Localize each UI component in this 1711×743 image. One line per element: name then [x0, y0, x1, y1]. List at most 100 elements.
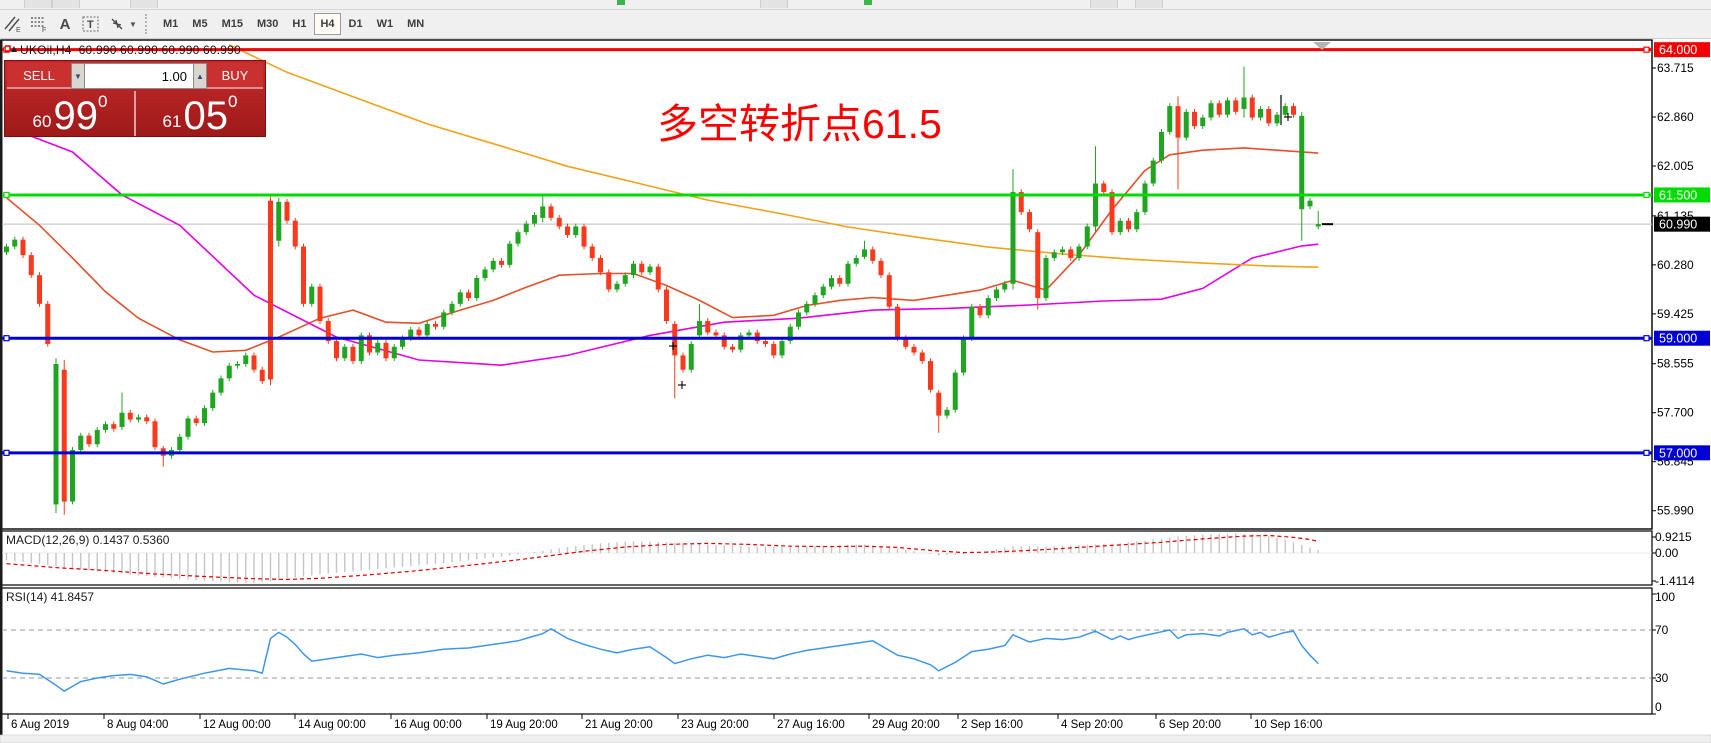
svg-text:30: 30: [1655, 671, 1669, 685]
svg-text:0.00: 0.00: [1655, 546, 1679, 560]
price-divider: [134, 91, 136, 136]
tab-timeframe-W1[interactable]: W1: [371, 13, 400, 35]
cropped-button: [24, 0, 52, 8]
svg-text:6 Aug 2019: 6 Aug 2019: [11, 719, 69, 731]
chart-title: UKOil,H4 60.990 60.990 60.990 60.990: [20, 43, 241, 57]
svg-text:8 Aug 04:00: 8 Aug 04:00: [107, 719, 168, 731]
price-axis: 63.71562.86062.00561.13560.28059.42558.5…: [1652, 42, 1710, 518]
svg-text:58.555: 58.555: [1657, 357, 1694, 371]
dropdown-caret-icon: ▼: [129, 19, 137, 29]
svg-text:59.000: 59.000: [1659, 332, 1697, 346]
chart-annotations: [669, 42, 1333, 389]
tab-timeframe-H1[interactable]: H1: [286, 13, 312, 35]
volume-input[interactable]: [85, 63, 193, 89]
level-lines: [2, 46, 1652, 456]
svg-text:59.425: 59.425: [1657, 307, 1694, 321]
svg-text:57.700: 57.700: [1657, 406, 1694, 420]
svg-text:70: 70: [1655, 623, 1669, 637]
svg-text:100: 100: [1655, 590, 1675, 604]
fibonacci-tool-button[interactable]: F: [26, 12, 52, 36]
ma-slow-line: [228, 44, 1319, 268]
svg-text:21 Aug 20:00: 21 Aug 20:00: [585, 719, 653, 731]
pane-borders: [0, 39, 1711, 743]
cropped-icon-fragment: [864, 0, 872, 5]
arrow-tools-button[interactable]: ▼: [104, 12, 142, 36]
svg-text:0.9215: 0.9215: [1655, 530, 1692, 544]
order-entry-row: SELL ▼ ▲ BUY: [7, 63, 263, 89]
cropped-button: [1090, 0, 1118, 8]
chart-annotation-text: 多空转折点61.5: [657, 101, 942, 147]
ma-medium-line: [6, 125, 1319, 367]
svg-text:4 Sep 20:00: 4 Sep 20:00: [1061, 719, 1123, 731]
svg-text:19 Aug 20:00: 19 Aug 20:00: [490, 719, 558, 731]
tab-timeframe-H4[interactable]: H4: [314, 13, 341, 35]
svg-text:2 Sep 16:00: 2 Sep 16:00: [961, 719, 1023, 731]
text-tool-icon: A: [59, 15, 71, 33]
buy-price-point: 0: [227, 92, 238, 111]
svg-text:14 Aug 00:00: 14 Aug 00:00: [298, 719, 366, 731]
top-cropped-toolbar: [0, 0, 1711, 10]
svg-text:62.005: 62.005: [1657, 159, 1694, 173]
svg-text:-1.4114: -1.4114: [1655, 574, 1695, 588]
svg-text:T: T: [87, 19, 94, 31]
tab-timeframe-D1[interactable]: D1: [343, 13, 369, 35]
buy-price-display[interactable]: 61 05 0: [137, 91, 263, 136]
svg-text:E: E: [16, 27, 21, 33]
tab-timeframe-M15[interactable]: M15: [216, 13, 249, 35]
svg-text:0: 0: [1655, 700, 1662, 714]
svg-text:63.715: 63.715: [1657, 61, 1694, 75]
buy-price-pips: 05: [183, 94, 228, 138]
macd-label: MACD(12,26,9) 0.1437 0.5360: [6, 533, 170, 547]
drawing-and-timeframe-toolbar: E F A T ▼ M1 M5 M: [0, 10, 1711, 39]
tab-timeframe-M5[interactable]: M5: [186, 13, 213, 35]
tab-timeframe-M1[interactable]: M1: [157, 13, 184, 35]
arrows-icon: [111, 18, 123, 30]
sell-price-integer: 60: [32, 112, 52, 131]
fibonacci-icon: F: [31, 17, 46, 33]
svg-text:12 Aug 00:00: 12 Aug 00:00: [203, 719, 271, 731]
time-axis: 6 Aug 2019 8 Aug 04:00 12 Aug 00:00 14 Aug …: [7, 714, 1322, 731]
cropped-button: [760, 0, 788, 8]
equidistant-channel-tool-button[interactable]: E: [0, 12, 26, 36]
svg-text:64.000: 64.000: [1659, 43, 1697, 57]
svg-text:6 Sep 20:00: 6 Sep 20:00: [1159, 719, 1221, 731]
svg-text:60.280: 60.280: [1657, 258, 1694, 272]
svg-text:23 Aug 20:00: 23 Aug 20:00: [681, 719, 749, 731]
sell-button[interactable]: SELL: [7, 63, 71, 89]
tab-timeframe-M30[interactable]: M30: [251, 13, 284, 35]
volume-increase-button[interactable]: ▲: [193, 63, 207, 89]
svg-text:62.860: 62.860: [1657, 110, 1694, 124]
equidistant-channel-icon: E: [4, 16, 21, 33]
svg-text:27 Aug 16:00: 27 Aug 16:00: [777, 719, 845, 731]
volume-decrease-button[interactable]: ▼: [71, 63, 85, 89]
price-display-row: 60 99 0 61 05 0: [7, 91, 263, 136]
svg-text:61.500: 61.500: [1659, 188, 1697, 202]
text-label-tool-button[interactable]: T: [78, 12, 104, 36]
text-tool-button[interactable]: A: [52, 12, 78, 36]
macd-pane: 0.9215 0.00 -1.4114: [2, 530, 1695, 588]
svg-text:10 Sep 16:00: 10 Sep 16:00: [1254, 719, 1322, 731]
cropped-button: [130, 0, 158, 8]
svg-text:60.990: 60.990: [1659, 218, 1697, 232]
sell-price-pips: 99: [53, 94, 98, 138]
svg-text:57.000: 57.000: [1659, 446, 1697, 460]
text-label-icon: T: [82, 16, 99, 32]
candles-layer: [4, 66, 1321, 515]
toolbar-grip[interactable]: [145, 14, 151, 34]
svg-text:16 Aug 00:00: 16 Aug 00:00: [394, 719, 462, 731]
ma-fast-line: [5, 147, 1319, 353]
cropped-icon-fragment: [617, 0, 625, 5]
timeframe-button-group: M1 M5 M15 M30 H1 H4 D1 W1 MN: [156, 13, 431, 35]
tab-timeframe-MN[interactable]: MN: [401, 13, 430, 35]
cropped-button: [1135, 0, 1163, 8]
svg-text:29 Aug 20:00: 29 Aug 20:00: [872, 719, 940, 731]
sell-price-display[interactable]: 60 99 0: [7, 91, 133, 136]
rsi-label: RSI(14) 41.8457: [6, 590, 95, 604]
sell-price-point: 0: [97, 92, 108, 111]
one-click-trading-panel: SELL ▼ ▲ BUY 60 99 0 61 05 0: [4, 60, 266, 137]
buy-price-integer: 61: [162, 112, 182, 131]
cropped-button: [52, 0, 80, 8]
buy-button[interactable]: BUY: [207, 63, 263, 89]
